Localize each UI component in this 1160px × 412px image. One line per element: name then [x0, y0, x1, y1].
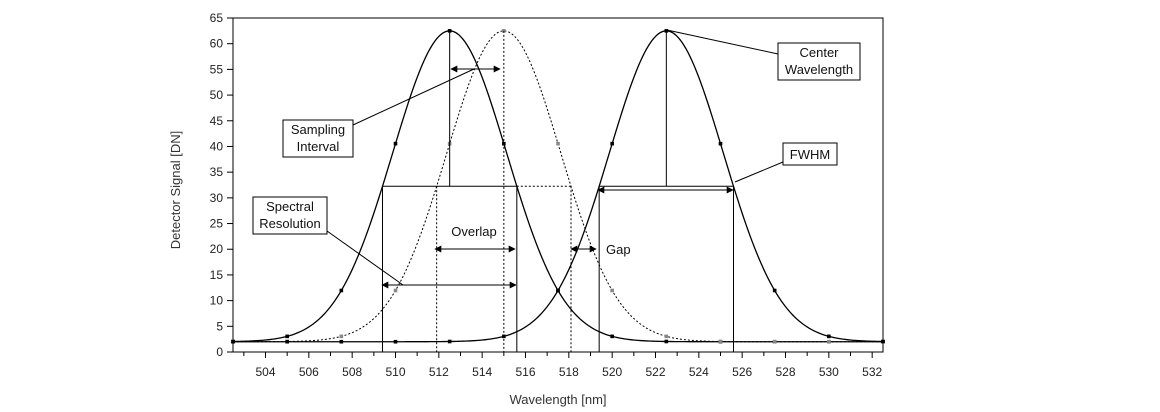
y-tick-label: 20 — [210, 242, 224, 256]
y-tick-label: 5 — [216, 319, 223, 333]
y-tick-label: 65 — [210, 11, 224, 25]
y-tick-label: 50 — [210, 88, 224, 102]
sample-point — [285, 334, 289, 339]
sample-point — [339, 288, 344, 293]
y-tick-label: 30 — [210, 191, 224, 205]
spectral-resolution-callout: Spectral Resolution — [252, 196, 517, 289]
sample-point — [393, 339, 398, 344]
y-tick-label: 55 — [210, 62, 224, 76]
spectral-resolution-line1: Spectral — [266, 199, 314, 214]
y-tick-label: 10 — [210, 294, 224, 308]
x-axis-ticks: 504 506 508 510 512 514 516 518 520 522 524 526 528 5… — [243, 352, 882, 379]
x-tick-label: 512 — [429, 365, 449, 379]
sampling-interval-callout: Sampling Interval — [282, 65, 501, 158]
y-tick-label: 40 — [210, 139, 224, 153]
sample-point — [664, 334, 669, 339]
spectral-resolution-line2: Resolution — [259, 216, 320, 231]
fwhm-label: FWHM — [790, 147, 830, 162]
y-tick-label: 45 — [210, 114, 224, 128]
sample-point — [772, 339, 777, 344]
sample-point — [285, 339, 289, 344]
spectral-resolution-box — [252, 196, 328, 235]
x-tick-label: 514 — [472, 365, 492, 379]
sample-point — [393, 288, 398, 293]
center-wavelength-line2: Wavelength — [785, 62, 853, 77]
plot-frame — [232, 17, 884, 353]
x-tick-label: 524 — [689, 365, 709, 379]
x-tick-label: 520 — [602, 365, 622, 379]
x-tick-label: 518 — [559, 365, 579, 379]
center-wavelength-callout: Center Wavelength — [666, 29, 861, 81]
x-tick-label: 528 — [775, 365, 795, 379]
y-axis-ticks: 0 5 10 15 20 25 30 35 40 45 50 55 60 65 — [210, 11, 233, 359]
y-tick-label: 60 — [210, 37, 224, 51]
fwhm-leader — [734, 161, 784, 183]
overlap-label: Overlap — [451, 224, 497, 239]
fwhm-box — [782, 142, 838, 166]
y-tick-label: 35 — [210, 165, 224, 179]
sample-point — [827, 339, 831, 344]
sample-point — [339, 339, 344, 344]
x-tick-label: 510 — [385, 365, 405, 379]
sample-point — [718, 141, 723, 146]
center-wavelength-leader — [666, 29, 779, 55]
sample-point — [393, 141, 398, 146]
sample-point — [447, 339, 452, 344]
x-tick-label: 530 — [819, 365, 839, 379]
sample-point — [231, 339, 235, 344]
gap-label: Gap — [606, 242, 631, 257]
x-tick-label: 532 — [862, 365, 882, 379]
sampling-interval-line2: Interval — [297, 139, 340, 154]
fwhm-callout: FWHM — [597, 142, 838, 194]
sample-point — [556, 141, 560, 146]
sample-point — [556, 288, 560, 293]
spectral-resolution-leader — [326, 230, 404, 286]
y-tick-label: 0 — [216, 345, 223, 359]
sample-point — [339, 334, 344, 339]
x-tick-label: 526 — [732, 365, 752, 379]
series-layer — [231, 29, 885, 344]
sample-point — [718, 339, 723, 344]
y-tick-label: 15 — [210, 268, 224, 282]
y-axis-title: Detector Signal [DN] — [168, 131, 183, 250]
x-tick-label: 506 — [299, 365, 319, 379]
guide-lines — [382, 30, 734, 352]
overlap-annotation: Overlap — [434, 224, 516, 253]
y-tick-label: 25 — [210, 217, 224, 231]
sampling-interval-line1: Sampling — [291, 122, 345, 137]
x-tick-label: 522 — [645, 365, 665, 379]
x-tick-label: 508 — [342, 365, 362, 379]
sample-point — [610, 141, 614, 146]
sample-point — [610, 288, 614, 293]
sampling-interval-box — [282, 119, 354, 158]
sample-point — [881, 339, 885, 344]
center-wavelength-line1: Center — [799, 45, 839, 60]
sampling-interval-leader — [352, 68, 475, 126]
sample-point — [664, 339, 669, 344]
x-tick-label: 504 — [255, 365, 275, 379]
sample-point — [827, 334, 831, 339]
sample-point — [610, 334, 614, 339]
center-wavelength-box — [777, 42, 861, 81]
sample-point — [772, 288, 777, 293]
x-tick-label: 516 — [515, 365, 535, 379]
gap-annotation: Gap — [570, 242, 631, 257]
x-axis-title: Wavelength [nm] — [509, 392, 606, 407]
